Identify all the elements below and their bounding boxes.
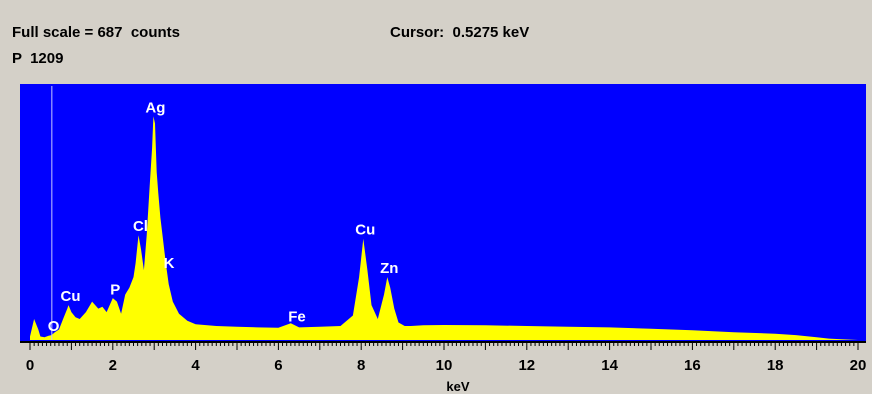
full-scale-readout: Full scale = 687 counts: [12, 24, 180, 41]
peak-label: Cl: [133, 218, 148, 235]
x-axis-ticks: [29, 342, 859, 350]
x-tick-label: 0: [26, 357, 34, 374]
x-tick-label: 14: [601, 357, 618, 374]
spectrum-series: [30, 116, 858, 341]
x-tick-label: 2: [109, 357, 117, 374]
peak-label: Cu: [61, 288, 81, 305]
cursor-readout: Cursor: 0.5275 keV: [390, 24, 530, 41]
x-tick-label: 16: [684, 357, 701, 374]
x-axis-tick-labels: 0 2 4 6 8 10 12 14 16 18 20: [26, 357, 867, 374]
peak-label: K: [164, 255, 175, 272]
peak-label: Zn: [380, 260, 398, 277]
peak-label: O: [48, 318, 60, 335]
x-axis-label: keV: [446, 379, 469, 394]
peak-label: Fe: [288, 308, 306, 325]
peak-label: Ag: [145, 99, 165, 116]
peak-label: P: [110, 281, 120, 298]
x-tick-label: 8: [357, 357, 365, 374]
x-tick-label: 4: [191, 357, 200, 374]
x-tick-label: 20: [850, 357, 867, 374]
peak-readout: P 1209: [12, 50, 64, 67]
spectrum-area: [30, 116, 858, 341]
x-tick-label: 6: [274, 357, 282, 374]
x-tick-label: 18: [767, 357, 784, 374]
x-tick-label: 10: [436, 357, 453, 374]
peak-label: Cu: [355, 222, 375, 239]
x-tick-label: 12: [518, 357, 535, 374]
